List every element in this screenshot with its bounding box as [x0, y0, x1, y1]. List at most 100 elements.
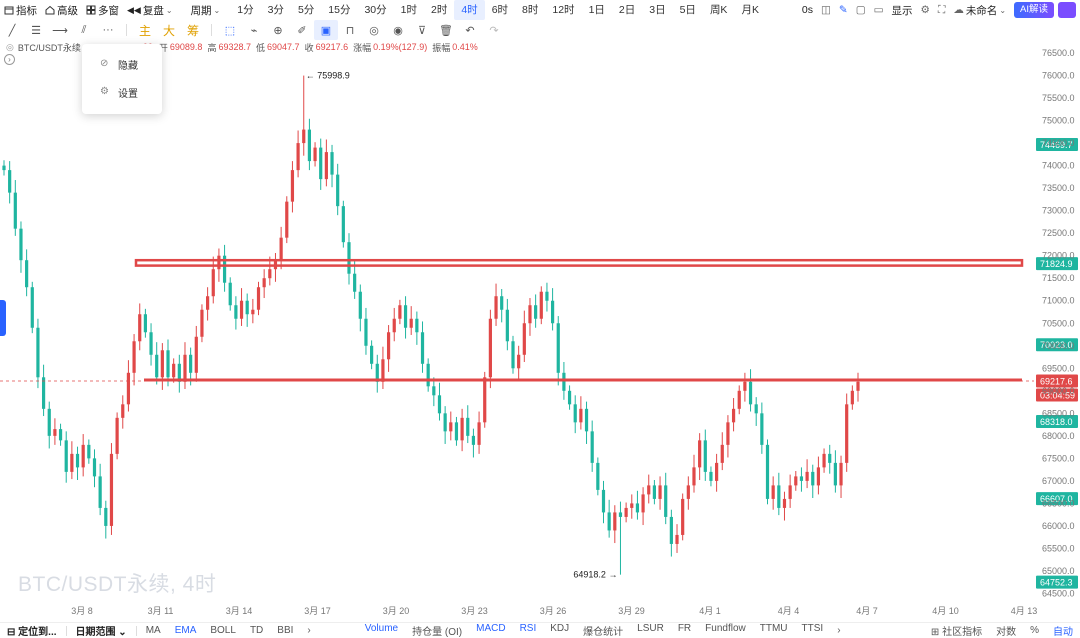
cursor-icon: ⬚: [224, 24, 236, 37]
period-4[interactable]: 30分: [364, 4, 387, 16]
settings-icon[interactable]: ◎: [6, 41, 14, 52]
ai-button[interactable]: AI解读: [1010, 0, 1080, 20]
side-panel-toggle[interactable]: [0, 300, 6, 336]
period-5[interactable]: 1时: [400, 4, 417, 16]
layout-name-button[interactable]: ☁ 未命名 ⌄: [949, 0, 1010, 20]
period-0[interactable]: 1分: [237, 4, 254, 16]
eye-tool[interactable]: ◎: [362, 20, 386, 40]
fullscreen-button[interactable]: ⛶: [934, 0, 949, 20]
delete-tool[interactable]: 🗑: [434, 20, 458, 40]
timer-toggle[interactable]: 0s: [798, 0, 817, 20]
sub-indicator-3[interactable]: RSI: [519, 623, 537, 634]
locate-button[interactable]: ⊟ 定位到...: [0, 623, 64, 638]
visibility-tool[interactable]: ◉: [386, 20, 410, 40]
camera-button[interactable]: ◫: [817, 0, 835, 20]
candle-body: [488, 318, 492, 378]
sub-indicator-1[interactable]: 持仓量 (OI): [412, 627, 463, 638]
candle-body: [607, 512, 611, 531]
sub-indicator-6[interactable]: LSUR: [637, 623, 664, 634]
sub-indicator-5[interactable]: 爆仓统计: [583, 627, 624, 638]
period-12[interactable]: 2日: [618, 4, 636, 16]
settings-button[interactable]: ⚙: [917, 0, 934, 20]
x-tick-label: 3月 17: [304, 606, 331, 616]
lock-tool[interactable]: ⊓: [338, 20, 362, 40]
main-tool[interactable]: 主: [133, 20, 157, 40]
replay-label: 复盘: [142, 4, 164, 17]
candle-body: [234, 305, 238, 319]
expand-icon[interactable]: ›: [4, 54, 15, 65]
sub-indicator-2[interactable]: MACD: [476, 623, 506, 634]
sub-indicator-4[interactable]: KDJ: [550, 623, 570, 634]
ray-tool[interactable]: ⟶: [48, 20, 72, 40]
magnet-tool[interactable]: ▣: [314, 20, 338, 40]
auto-toggle[interactable]: 自动: [1053, 627, 1073, 638]
chevron-down-icon: ⌄: [213, 5, 221, 15]
select-tool[interactable]: ⬚: [218, 20, 242, 40]
period-10[interactable]: 12时: [552, 4, 575, 16]
period-14[interactable]: 5日: [679, 4, 696, 16]
sub-indicator-7[interactable]: FR: [677, 623, 692, 634]
note-icon: ▢: [855, 4, 866, 16]
candle-body: [25, 260, 29, 288]
menu-item-label: 隐藏: [118, 60, 138, 72]
indicators-button[interactable]: 指标: [0, 0, 41, 20]
period-6[interactable]: 2时: [431, 4, 448, 16]
more-arrow-icon[interactable]: ›: [307, 625, 311, 636]
period-button[interactable]: 周期 ⌄: [187, 0, 225, 20]
candle-body: [703, 440, 707, 472]
period-13[interactable]: 3日: [649, 4, 666, 16]
chip-tool[interactable]: 筹: [181, 20, 205, 40]
sub-indicator-0[interactable]: Volume: [364, 623, 399, 634]
advanced-button[interactable]: 高级: [41, 0, 82, 20]
period-16[interactable]: 月K: [741, 4, 759, 16]
zoom-tool[interactable]: ⊕: [266, 20, 290, 40]
main-indicator-ema[interactable]: EMA: [174, 625, 197, 636]
trendline-tool[interactable]: ╱: [0, 20, 24, 40]
note-button[interactable]: ▢: [852, 0, 870, 20]
period-1[interactable]: 3分: [267, 4, 284, 16]
period-9[interactable]: 8时: [522, 4, 539, 16]
candle-body: [36, 327, 40, 378]
hline-tool[interactable]: ☰: [24, 20, 48, 40]
period-3[interactable]: 15分: [328, 4, 351, 16]
share-icon[interactable]: [1058, 2, 1076, 18]
period-11[interactable]: 1日: [588, 4, 605, 16]
sub-indicator-10[interactable]: TTSI: [801, 623, 824, 634]
channel-tool[interactable]: ⫽: [72, 20, 96, 40]
divider: [211, 24, 212, 36]
big-tool[interactable]: 大: [157, 20, 181, 40]
period-15[interactable]: 周K: [709, 4, 728, 16]
price-tag: [1036, 374, 1078, 388]
sub-indicator-9[interactable]: TTMU: [759, 623, 788, 634]
candle-body: [336, 174, 340, 207]
brush-tool[interactable]: ✐: [290, 20, 314, 40]
percent-toggle[interactable]: %: [1030, 625, 1039, 636]
x-tick-label: 4月 1: [699, 606, 721, 616]
pen-button[interactable]: ✎: [835, 0, 852, 20]
layout-button[interactable]: ▭: [870, 0, 888, 20]
multi-window-button[interactable]: 多窗: [82, 0, 123, 20]
community-indicators-button[interactable]: ⊞ 社区指标: [924, 623, 989, 638]
undo-icon: ↶: [465, 24, 475, 37]
period-2[interactable]: 5分: [297, 4, 315, 16]
replay-button[interactable]: ◀◀ 复盘 ⌄: [123, 0, 177, 20]
log-toggle[interactable]: 对数: [996, 627, 1017, 638]
main-indicator-bbi[interactable]: BBI: [277, 625, 294, 636]
link-tool[interactable]: ⌁: [242, 20, 266, 40]
more-tools[interactable]: ···: [96, 20, 120, 40]
menu-item-settings[interactable]: ⚙ 设置: [82, 78, 162, 106]
display-button[interactable]: 显示: [888, 0, 917, 20]
undo-tool[interactable]: ↶: [458, 20, 482, 40]
main-indicator-boll[interactable]: BOLL: [210, 625, 236, 636]
main-indicator-td[interactable]: TD: [249, 625, 264, 636]
period-8[interactable]: 6时: [491, 4, 509, 16]
menu-item-hide[interactable]: ⊘ 隐藏: [82, 50, 162, 78]
sub-indicator-8[interactable]: Fundflow: [705, 623, 746, 634]
redo-tool[interactable]: ↷: [482, 20, 506, 40]
date-range-button[interactable]: 日期范围 ⌄: [69, 623, 134, 638]
filter-tool[interactable]: ⊽: [410, 20, 434, 40]
main-indicator-ma[interactable]: MA: [145, 625, 161, 636]
period-7[interactable]: 4时: [454, 0, 485, 20]
more-arrow-icon[interactable]: ›: [837, 625, 841, 636]
